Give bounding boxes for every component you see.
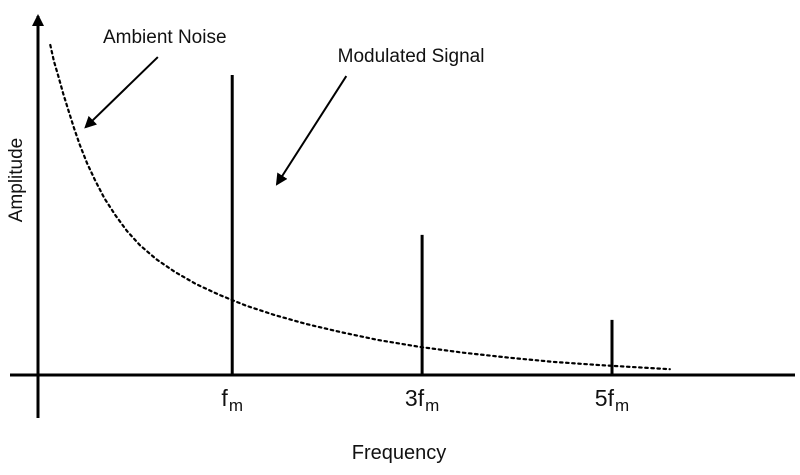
x-axis-label: Frequency: [351, 442, 447, 464]
ambient-noise-arrow: [84, 56, 159, 129]
modulated-signal-arrow: [275, 75, 348, 186]
y-axis-label: Amplitude: [6, 137, 27, 223]
ambient-noise-curve: [49, 43, 671, 371]
